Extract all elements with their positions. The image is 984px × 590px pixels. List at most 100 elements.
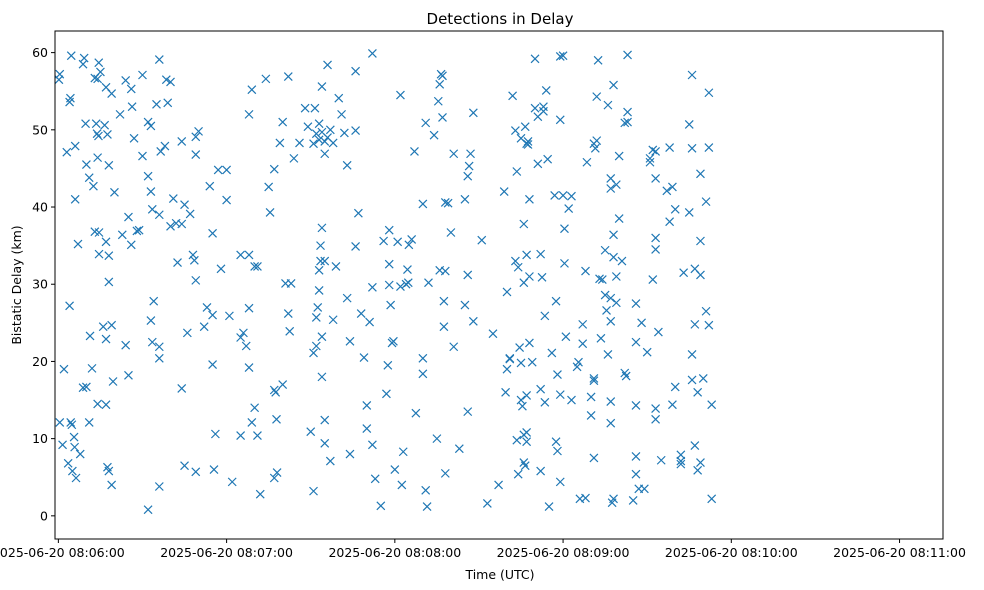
data-point: [665, 143, 675, 153]
data-point: [191, 467, 201, 477]
data-point: [104, 160, 114, 170]
data-point: [648, 275, 658, 285]
data-point: [303, 122, 313, 132]
data-point: [161, 75, 171, 85]
data-point: [398, 447, 408, 457]
data-point: [468, 108, 478, 118]
data-point: [71, 473, 81, 483]
data-point: [494, 480, 504, 490]
data-point: [648, 145, 658, 155]
data-point: [578, 319, 588, 329]
data-point: [367, 440, 377, 450]
data-point: [560, 258, 569, 268]
data-points: [54, 48, 717, 515]
data-point: [63, 458, 73, 468]
data-point: [320, 136, 330, 146]
data-point: [94, 228, 104, 237]
data-point: [101, 237, 111, 247]
data-point: [345, 449, 355, 459]
data-point: [309, 139, 318, 149]
data-point: [379, 236, 389, 246]
data-point: [317, 82, 327, 92]
data-point: [208, 310, 218, 320]
data-point: [272, 468, 282, 478]
data-point: [589, 376, 599, 386]
y-tick-label: 20: [32, 354, 48, 369]
data-point: [244, 109, 254, 119]
x-tick-label: 2025-06-20 08:11:00: [833, 545, 966, 560]
data-point: [704, 88, 714, 98]
data-point: [275, 138, 285, 148]
data-point: [81, 160, 91, 169]
data-point: [261, 74, 271, 84]
data-point: [502, 364, 512, 374]
data-point: [389, 336, 398, 346]
data-point: [581, 493, 590, 503]
data-point: [317, 372, 327, 382]
data-point: [320, 438, 330, 448]
data-point: [631, 299, 641, 308]
data-point: [70, 194, 80, 204]
data-point: [107, 480, 117, 490]
data-point: [107, 320, 117, 330]
data-point: [614, 151, 624, 161]
data-point: [510, 126, 520, 136]
data-point: [424, 278, 433, 288]
data-point: [522, 390, 532, 400]
data-point: [684, 208, 694, 217]
data-point: [359, 353, 369, 362]
data-point: [154, 482, 164, 491]
data-point: [331, 262, 341, 271]
data-point: [609, 252, 618, 262]
data-point: [547, 348, 557, 358]
data-point: [544, 502, 554, 511]
data-point: [464, 161, 474, 171]
y-tick-label: 40: [32, 200, 48, 215]
data-point: [216, 264, 226, 274]
data-point: [247, 85, 257, 95]
data-point: [429, 130, 439, 140]
data-point: [91, 119, 101, 129]
data-point: [651, 174, 661, 183]
data-point: [247, 417, 257, 427]
data-point: [707, 494, 717, 504]
data-point: [208, 228, 218, 238]
data-point: [614, 214, 624, 224]
data-point: [582, 157, 592, 167]
data-point: [300, 103, 310, 113]
data-point: [667, 400, 677, 410]
data-point: [631, 401, 641, 410]
data-point: [512, 167, 522, 176]
data-point: [316, 256, 325, 266]
data-point: [146, 316, 156, 325]
data-point: [62, 147, 72, 157]
data-point: [351, 126, 361, 136]
data-point: [188, 250, 198, 260]
data-point: [365, 317, 375, 327]
data-point: [561, 332, 571, 342]
data-point: [295, 138, 304, 148]
data-point: [309, 348, 318, 358]
data-point: [524, 272, 534, 281]
data-point: [553, 370, 562, 379]
data-point: [407, 235, 417, 244]
data-point: [600, 290, 610, 300]
data-point: [127, 102, 137, 112]
data-point: [272, 414, 281, 424]
data-point: [163, 98, 173, 108]
data-point: [244, 363, 254, 373]
data-point: [693, 465, 703, 475]
data-point: [146, 121, 156, 131]
data-point: [505, 353, 515, 363]
data-point: [665, 217, 675, 227]
data-point: [367, 282, 377, 292]
data-point: [311, 341, 321, 351]
data-point: [191, 275, 201, 285]
data-point: [696, 458, 705, 467]
data-point: [149, 296, 159, 306]
data-point: [101, 334, 111, 344]
data-point: [524, 194, 534, 204]
data-point: [623, 107, 632, 117]
data-point: [65, 93, 75, 103]
